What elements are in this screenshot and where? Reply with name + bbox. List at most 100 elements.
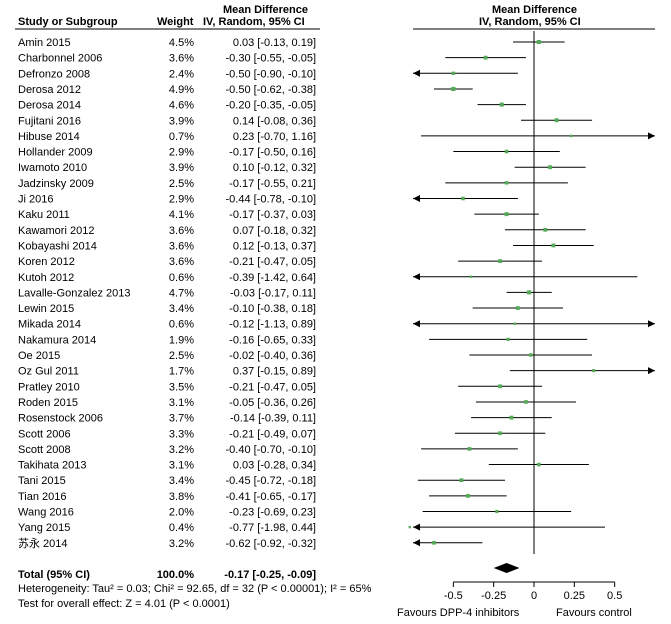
study-ci-text: -0.62 [-0.92, -0.32] [226, 538, 317, 550]
point-estimate [465, 493, 470, 498]
study-weight: 3.1% [169, 460, 194, 472]
study-weight: 0.6% [169, 319, 194, 331]
study-ci-text: -0.44 [-0.78, -0.10] [226, 194, 317, 206]
study-ci-text: -0.16 [-0.65, 0.33] [229, 334, 316, 346]
study-ci-text: -0.23 [-0.69, 0.23] [229, 507, 316, 519]
study-name: Pratley 2010 [18, 381, 80, 393]
study-weight: 3.6% [169, 53, 194, 65]
study-ci-text: -0.39 [-1.42, 0.64] [229, 272, 316, 284]
study-weight: 3.9% [169, 162, 194, 174]
point-estimate [548, 165, 553, 170]
point-estimate [408, 526, 411, 529]
study-ci-text: -0.40 [-0.70, -0.10] [226, 444, 317, 456]
study-weight: 4.5% [169, 37, 194, 49]
point-estimate [536, 39, 541, 45]
study-ci-text: -0.03 [-0.17, 0.11] [230, 287, 316, 299]
point-estimate [451, 86, 456, 92]
study-ci-text: -0.45 [-0.72, -0.18] [226, 475, 317, 487]
study-weight: 3.6% [169, 225, 194, 237]
study-weight: 2.9% [169, 194, 194, 206]
total-label: Total (95% CI) [18, 569, 90, 581]
study-name: Kaku 2011 [18, 209, 70, 221]
point-estimate [467, 447, 472, 451]
study-weight: 4.1% [169, 209, 194, 221]
study-weight: 3.1% [169, 397, 194, 409]
study-ci-text: -0.14 [-0.39, 0.11] [230, 413, 316, 425]
study-ci-text: -0.02 [-0.40, 0.36] [229, 350, 316, 362]
point-estimate [569, 134, 573, 138]
study-ci-text: -0.50 [-0.62, -0.38] [226, 84, 317, 96]
study-weight: 0.6% [169, 272, 194, 284]
study-name: Hibuse 2014 [18, 131, 80, 143]
study-ci-text: -0.10 [-0.38, 0.18] [229, 303, 316, 315]
study-ci-text: -0.20 [-0.35, -0.05] [226, 100, 317, 112]
study-ci-text: 0.07 [-0.18, 0.32] [233, 225, 316, 237]
point-estimate [529, 353, 533, 357]
study-weight: 3.9% [169, 115, 194, 127]
study-name: Lavalle-Gonzalez 2013 [18, 287, 131, 299]
study-name: Derosa 2014 [18, 100, 81, 112]
study-name: Charbonnel 2006 [18, 53, 102, 65]
study-ci-text: -0.12 [-1.13, 0.89] [229, 319, 316, 331]
study-ci-text: 0.23 [-0.70, 1.16] [233, 131, 316, 143]
study-name: 苏永 2014 [18, 536, 68, 550]
ci-arrow-right [648, 320, 655, 328]
ci-arrow-right [648, 132, 655, 140]
point-estimate [451, 71, 456, 75]
x-tick-label: -0.25 [481, 590, 506, 602]
point-estimate [499, 102, 504, 107]
study-ci-text: -0.30 [-0.55, -0.05] [226, 53, 317, 65]
study-weight: 2.4% [169, 68, 194, 80]
study-name: Kobayashi 2014 [18, 240, 97, 252]
favours-right-label: Favours control [556, 607, 632, 619]
study-weight: 3.3% [169, 428, 194, 440]
study-weight: 2.9% [169, 147, 194, 159]
plot-subtitle: IV, Random, 95% CI [479, 16, 581, 28]
study-weight: 3.5% [169, 381, 194, 393]
point-estimate [524, 400, 528, 404]
study-name: Mikada 2014 [18, 319, 81, 331]
study-ci-text: 0.37 [-0.15, 0.89] [233, 366, 316, 378]
study-name: Nakamura 2014 [18, 334, 96, 346]
study-weight: 3.7% [169, 413, 194, 425]
study-weight: 3.8% [169, 491, 194, 503]
x-tick-label: -0.5 [444, 590, 463, 602]
study-ci-text: -0.21 [-0.47, 0.05] [229, 381, 316, 393]
ci-arrow-left [413, 539, 420, 547]
study-name: Koren 2012 [18, 256, 75, 268]
point-estimate [516, 306, 520, 310]
md-column-subtitle: IV, Random, 95% CI [203, 16, 305, 28]
study-ci-text: -0.77 [-1.98, 0.44] [229, 522, 316, 534]
point-estimate [551, 243, 556, 248]
point-estimate [498, 384, 502, 389]
study-weight: 3.6% [169, 240, 194, 252]
point-estimate [527, 290, 532, 295]
total-ci-text: -0.17 [-0.25, -0.09] [224, 569, 316, 581]
study-weight: 4.9% [169, 84, 194, 96]
study-rows: Amin 2015 4.5% 0.03 [-0.13, 0.19] Charbonne… [18, 37, 316, 550]
study-name: Oz Gul 2011 [18, 366, 79, 378]
study-ci-text: -0.41 [-0.65, -0.17] [226, 491, 317, 503]
study-column-header: Study or Subgroup [18, 16, 118, 28]
ci-arrow-left [413, 523, 420, 531]
total-weight: 100.0% [157, 569, 195, 581]
study-name: Takihata 2013 [18, 460, 87, 472]
study-name: Hollander 2009 [18, 147, 93, 159]
study-weight: 3.2% [169, 538, 194, 550]
study-ci-text: 0.12 [-0.13, 0.37] [233, 240, 316, 252]
study-weight: 1.7% [169, 366, 194, 378]
study-weight: 2.5% [169, 178, 194, 190]
study-weight: 4.6% [169, 100, 194, 112]
plot-title: Mean Difference [492, 4, 577, 16]
study-name: Oe 2015 [18, 350, 60, 362]
ci-arrow-right [648, 367, 655, 375]
study-weight: 3.2% [169, 444, 194, 456]
study-ci-text: -0.50 [-0.90, -0.10] [226, 68, 317, 80]
heterogeneity-text: Heterogeneity: Tau² = 0.03; Chi² = 92.65… [18, 583, 372, 595]
study-name: Kutoh 2012 [18, 272, 74, 284]
x-tick-label: 0.25 [564, 590, 585, 602]
point-estimate [432, 540, 436, 545]
point-estimate [543, 227, 548, 232]
